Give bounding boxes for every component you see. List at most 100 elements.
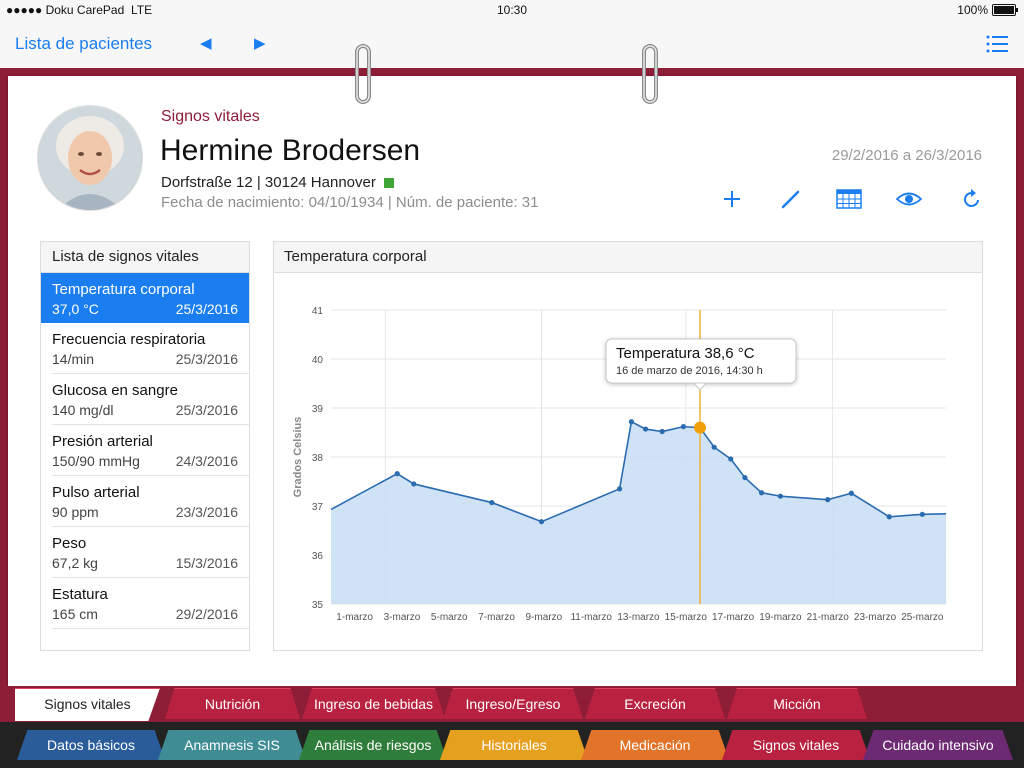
binder-ring-icon xyxy=(642,44,658,104)
data-point xyxy=(659,428,665,435)
battery-icon xyxy=(992,4,1018,16)
y-tick-label: 38 xyxy=(312,453,324,464)
data-point xyxy=(728,456,734,462)
record-sheet: Signos vitales Hermine Brodersen Dorfstr… xyxy=(8,76,1016,686)
vital-date: 25/3/2016 xyxy=(175,301,238,317)
vitals-list-item[interactable]: Pulso arterial 90 ppm 23/3/2016 xyxy=(52,476,249,527)
x-tick-label: 1-marzo xyxy=(336,612,373,623)
previous-patient-button[interactable]: ◀ xyxy=(200,35,212,52)
vital-value: 165 cm xyxy=(52,606,98,622)
list-icon[interactable] xyxy=(986,35,1008,53)
tab-section[interactable]: Ingreso/Egreso xyxy=(443,688,583,719)
data-point xyxy=(711,444,717,450)
x-tick-label: 11-marzo xyxy=(570,612,612,623)
data-point xyxy=(742,474,748,481)
category-tab[interactable]: Signos vitales xyxy=(722,730,870,760)
highlight-point xyxy=(694,421,706,434)
data-point xyxy=(394,471,400,477)
data-point xyxy=(411,481,417,487)
data-point xyxy=(848,490,854,496)
patient-name: Hermine Brodersen xyxy=(160,134,421,167)
data-point xyxy=(628,419,635,425)
status-indicator xyxy=(383,177,394,188)
battery-fill xyxy=(994,6,1014,14)
y-tick-label: 41 xyxy=(312,306,324,317)
vital-date: 25/3/2016 xyxy=(175,402,238,418)
vital-date: 15/3/2016 xyxy=(175,555,238,571)
tooltip-subtitle: 16 de marzo de 2016, 14:30 h xyxy=(616,365,763,377)
plus-icon xyxy=(724,191,740,207)
vitals-list-item[interactable]: Presión arterial 150/90 mmHg 24/3/2016 xyxy=(52,425,249,476)
eye-icon xyxy=(896,192,922,206)
refresh-button[interactable] xyxy=(922,186,982,212)
status-bar: ●●●●● Doku CarePad LTE 10:30 100% xyxy=(0,0,1024,20)
tab-vital-signs[interactable]: Signos vitales xyxy=(15,688,160,721)
x-tick-label: 9-marzo xyxy=(526,612,563,623)
data-point xyxy=(489,499,495,506)
vitals-list-item[interactable]: Temperatura corporal 37,0 °C 25/3/2016 xyxy=(41,273,249,323)
x-tick-label: 19-marzo xyxy=(759,612,802,623)
edit-button[interactable] xyxy=(742,186,802,212)
toolbar xyxy=(682,186,982,212)
x-tick-label: 3-marzo xyxy=(384,612,421,623)
battery-label: 100% xyxy=(957,3,988,17)
carrier-label: ●●●●● Doku CarePad LTE xyxy=(6,3,153,17)
x-tick-label: 21-marzo xyxy=(807,612,850,623)
vital-name: Presión arterial xyxy=(52,433,153,450)
vitals-list-item[interactable]: Frecuencia respiratoria 14/min 25/3/2016 xyxy=(52,323,249,374)
date-range: 29/2/2016 a 26/3/2016 xyxy=(831,147,982,164)
avatar xyxy=(38,106,142,210)
tab-section[interactable]: Excreción xyxy=(585,688,725,719)
view-button[interactable] xyxy=(862,186,922,212)
data-point xyxy=(777,493,784,499)
chart-panel: Temperatura corporal 35 36 37 38 39 40 41 1-mar… xyxy=(273,241,983,651)
section-title: Signos vitales xyxy=(161,108,260,125)
category-tab[interactable]: Cuidado intensivo xyxy=(863,730,1013,760)
y-axis-label: Grados Celsius xyxy=(292,417,304,498)
x-tick-label: 5-marzo xyxy=(431,612,468,623)
data-point xyxy=(642,426,649,432)
category-tab[interactable]: Análisis de riesgos xyxy=(299,730,447,760)
vital-name: Peso xyxy=(52,535,87,552)
vital-name: Glucosa en sangre xyxy=(52,382,178,399)
data-point xyxy=(886,514,892,520)
x-tick-label: 23-marzo xyxy=(854,612,897,623)
refresh-icon xyxy=(964,189,979,207)
x-tick-label: 15-marzo xyxy=(665,612,708,623)
vital-value: 150/90 mmHg xyxy=(52,453,140,469)
category-tab[interactable]: Historiales xyxy=(440,730,588,760)
navigation-bar: Lista de pacientes ◀ ▶ xyxy=(0,20,1024,68)
category-tabs: Datos básicos Anamnesis SIS Análisis de ri… xyxy=(0,722,1024,768)
add-button[interactable] xyxy=(682,186,742,212)
address-text: Dorfstraße 12 | 30124 Hannover xyxy=(161,174,376,191)
vital-value: 90 ppm xyxy=(52,504,99,520)
vital-date: 25/3/2016 xyxy=(175,351,238,367)
temperature-chart[interactable]: 35 36 37 38 39 40 41 1-marzo 3-marzo 5-marzo 7-mar… xyxy=(274,273,980,649)
tab-section[interactable]: Micción xyxy=(727,688,867,719)
data-point xyxy=(758,490,765,496)
table-view-button[interactable] xyxy=(802,186,862,212)
category-tab[interactable]: Medicación xyxy=(581,730,729,760)
data-point xyxy=(825,497,831,503)
tab-section[interactable]: Ingreso de bebidas xyxy=(302,688,445,719)
series-area xyxy=(331,421,946,604)
x-tick-label: 25-marzo xyxy=(901,612,944,623)
vital-date: 29/2/2016 xyxy=(175,606,238,622)
category-tab[interactable]: Anamnesis SIS xyxy=(158,730,306,760)
vitals-list-title: Lista de signos vitales xyxy=(41,242,249,273)
vitals-list-item[interactable]: Estatura 165 cm 29/2/2016 xyxy=(52,578,249,629)
vitals-list-item[interactable]: Peso 67,2 kg 15/3/2016 xyxy=(52,527,249,578)
pencil-icon xyxy=(781,190,800,209)
tab-section[interactable]: Nutrición xyxy=(165,688,300,719)
network-label: LTE xyxy=(130,3,153,17)
next-patient-button[interactable]: ▶ xyxy=(254,35,266,52)
vital-name: Pulso arterial xyxy=(52,484,140,501)
category-tab[interactable]: Datos básicos xyxy=(17,730,165,760)
data-point xyxy=(919,511,925,517)
y-tick-label: 40 xyxy=(312,355,324,366)
vital-value: 140 mg/dl xyxy=(52,402,114,418)
vitals-list-item[interactable]: Glucosa en sangre 140 mg/dl 25/3/2016 xyxy=(52,374,249,425)
data-point xyxy=(538,519,545,525)
y-tick-label: 35 xyxy=(312,600,324,611)
patient-list-link[interactable]: Lista de pacientes xyxy=(15,34,153,53)
